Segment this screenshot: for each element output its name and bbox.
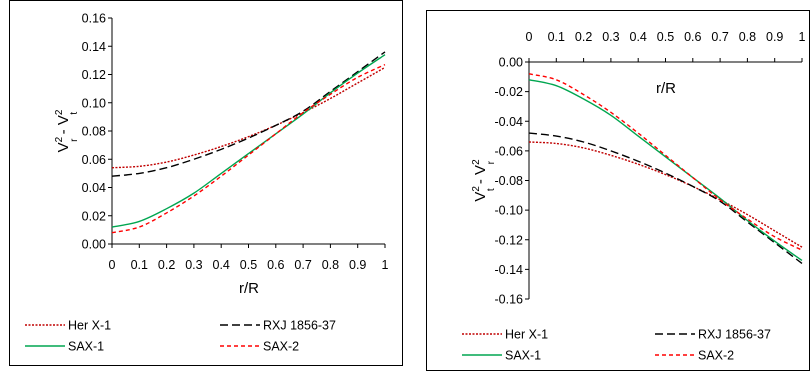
left-chart-panel: 0.00 0.02 0.04 0.06 0.08 0.10 0.12 0.14 0.16 0 0.1… xyxy=(9,0,403,366)
right-y-tick-label: -0.12 xyxy=(495,233,524,247)
left-y-tick-label: 0.08 xyxy=(82,125,106,139)
right-y-axis-label-part: 2 xyxy=(471,186,482,192)
right-x-tick-label: 0.7 xyxy=(711,30,728,44)
right-y-tick-label: -0.16 xyxy=(495,293,524,307)
left-x-tick-label: 0.3 xyxy=(185,258,202,272)
right-y-tick-label: -0.06 xyxy=(495,144,524,158)
right-x-tick-label: 0 xyxy=(526,30,533,44)
left-y-axis-label: V2 r - V2 t xyxy=(54,109,80,152)
left-y-axis-label-part: V xyxy=(55,115,72,125)
left-series-line-rxj xyxy=(111,51,386,177)
right-x-tick-label: 0.6 xyxy=(684,30,701,44)
right-series-line-her_x1 xyxy=(528,141,803,248)
left-y-tick-label: 0.10 xyxy=(82,96,106,110)
right-y-axis-label-part: - xyxy=(472,175,489,188)
left-x-tick-label: 0.2 xyxy=(158,258,175,272)
right-chart-panel: -0.16 -0.14 -0.12 -0.10 -0.08 -0.06 -0.04 -0.02… xyxy=(426,10,810,371)
left-x-tick-label: 0.7 xyxy=(294,258,311,272)
left-legend-label-sax2: SAX-2 xyxy=(263,340,299,354)
right-x-tick-label: 1 xyxy=(799,30,806,44)
right-y-axis-label-part: t xyxy=(486,188,497,191)
right-x-tick-label: 0.5 xyxy=(657,30,674,44)
left-series-line-sax1 xyxy=(111,54,386,228)
right-y-tick-label: -0.04 xyxy=(495,115,524,129)
right-y-axis-label-part: V xyxy=(472,192,489,202)
left-series-line-sax2 xyxy=(111,63,386,234)
left-y-axis-label-part: t xyxy=(69,112,80,115)
left-y-tick-label: 0.00 xyxy=(82,238,106,252)
left-series-line-her_x1 xyxy=(111,66,386,169)
right-y-axis-label-part: r xyxy=(486,160,497,164)
left-legend-label-sax1: SAX-1 xyxy=(68,340,104,354)
right-legend-label-rxj: RXJ 1856-37 xyxy=(698,328,771,342)
right-y-tick-label: -0.14 xyxy=(495,263,524,277)
left-x-tick-label: 0.8 xyxy=(322,258,339,272)
left-y-axis-label-part: V xyxy=(55,142,72,152)
right-series-line-sax2 xyxy=(528,73,803,251)
right-series-line-rxj xyxy=(528,132,803,265)
right-x-axis-label: r/R xyxy=(656,80,676,97)
right-x-tick-label: 0.4 xyxy=(630,30,647,44)
right-y-tick-label: -0.02 xyxy=(495,85,524,99)
left-y-tick-label: 0.02 xyxy=(82,209,106,223)
right-y-tick-label: -0.10 xyxy=(495,204,524,218)
left-x-axis-label: r/R xyxy=(239,280,259,297)
right-x-tick-label: 0.8 xyxy=(739,30,756,44)
left-x-tick-label: 0.9 xyxy=(349,258,366,272)
left-x-tick-label: 0.4 xyxy=(213,258,230,272)
left-y-tick-label: 0.04 xyxy=(82,181,106,195)
right-chart-svg: -0.16-0.14-0.12-0.10-0.08-0.06-0.04-0.02… xyxy=(462,30,806,363)
left-y-tick-label: 0.14 xyxy=(82,40,106,54)
left-y-axis-label-part: 2 xyxy=(54,109,65,115)
right-y-tick-label: 0.00 xyxy=(499,56,523,70)
right-y-tick-label: -0.08 xyxy=(495,174,524,188)
left-y-tick-label: 0.12 xyxy=(82,68,106,82)
right-x-tick-label: 0.9 xyxy=(766,30,783,44)
right-legend-label-her_x1: Her X-1 xyxy=(505,328,548,342)
left-x-tick-label: 1 xyxy=(382,258,389,272)
left-y-axis-label-part: r xyxy=(69,138,80,142)
left-y-tick-label: 0.06 xyxy=(82,153,106,167)
right-x-tick-label: 0.1 xyxy=(548,30,565,44)
left-x-tick-label: 0.6 xyxy=(267,258,284,272)
right-legend-label-sax2: SAX-2 xyxy=(698,349,734,363)
right-x-tick-label: 0.2 xyxy=(575,30,592,44)
right-series-line-sax1 xyxy=(528,79,803,262)
left-legend-label-her_x1: Her X-1 xyxy=(68,319,111,333)
left-x-tick-label: 0 xyxy=(109,258,116,272)
left-y-axis-label-part: - xyxy=(55,125,72,138)
right-legend-label-sax1: SAX-1 xyxy=(505,349,541,363)
right-y-axis-label: V2 t - V2 r xyxy=(471,159,497,202)
right-y-axis-label-part: V xyxy=(472,165,489,175)
right-x-tick-label: 0.3 xyxy=(602,30,619,44)
left-chart-svg: 0.000.020.040.060.080.100.120.140.160 0.1… xyxy=(25,12,389,354)
left-x-tick-label: 0.5 xyxy=(240,258,257,272)
left-y-tick-label: 0.16 xyxy=(82,12,106,26)
left-y-axis-label-part: 2 xyxy=(54,136,65,142)
right-y-axis-label-part: 2 xyxy=(471,159,482,165)
left-x-tick-label: 0.1 xyxy=(131,258,148,272)
left-legend-label-rxj: RXJ 1856-37 xyxy=(263,319,336,333)
